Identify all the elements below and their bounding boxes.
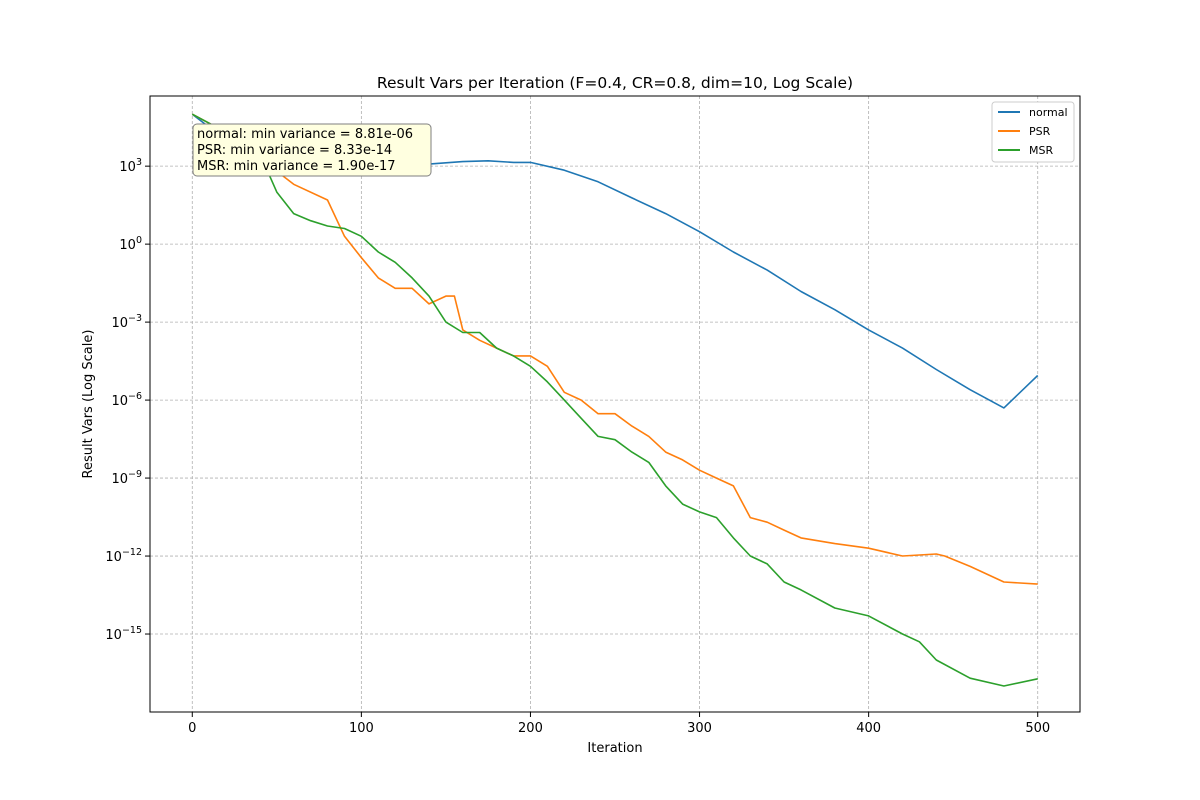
axes: 0 100 200 300 400 500 103 100 10−3 10−6 10−9 10−12 1…: [105, 157, 1050, 736]
x-tick-label: 400: [856, 721, 881, 736]
chart-title: Result Vars per Iteration (F=0.4, CR=0.8…: [377, 74, 853, 92]
legend: normal PSR MSR: [991, 101, 1075, 163]
plot-area: [149, 95, 1081, 713]
x-tick-label: 100: [349, 721, 374, 736]
annotation-line-normal: normal: min variance = 8.81e-06: [197, 127, 413, 142]
y-tick-label: 100: [119, 235, 142, 253]
x-axis-label: Iteration: [587, 741, 642, 756]
y-tick-label: 10−3: [111, 313, 142, 331]
annotation-line-msr: MSR: min variance = 1.90e-17: [197, 159, 396, 174]
x-tick-label: 500: [1025, 721, 1050, 736]
x-tick-label: 0: [188, 721, 196, 736]
x-tick-label: 300: [687, 721, 712, 736]
x-tick-label: 200: [518, 721, 543, 736]
legend-label-msr: MSR: [1029, 144, 1053, 157]
legend-box: [991, 101, 1075, 163]
legend-label-normal: normal: [1029, 106, 1068, 119]
y-axis-label: Result Vars (Log Scale): [81, 330, 96, 479]
series-line-msr: [191, 113, 1038, 687]
grid: [150, 96, 1080, 712]
legend-label-psr: PSR: [1029, 125, 1051, 138]
min-variance-annotation: normal: min variance = 8.81e-06 PSR: min…: [192, 123, 432, 177]
y-tick-label: 10−6: [111, 391, 142, 409]
y-tick-label: 10−9: [111, 469, 142, 487]
y-tick-label: 103: [119, 157, 142, 175]
series-line-psr: [191, 113, 1038, 585]
y-tick-label: 10−12: [105, 547, 142, 565]
annotation-line-psr: PSR: min variance = 8.33e-14: [197, 143, 392, 158]
y-tick-label: 10−15: [105, 625, 142, 643]
